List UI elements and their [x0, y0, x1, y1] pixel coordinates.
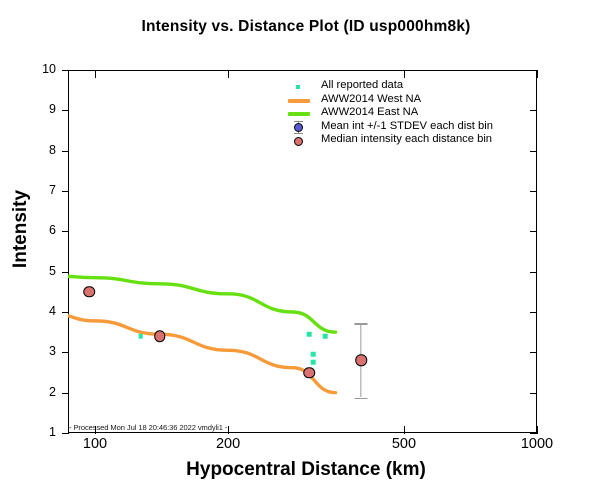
- x-tick-label: 500: [391, 436, 417, 452]
- x-tick-top: [403, 70, 405, 78]
- circle-marker-icon: [294, 136, 303, 146]
- legend-item-2: AWW2014 East NA: [283, 106, 533, 121]
- median-intensity-point: [83, 286, 95, 298]
- error-bar-cap-upper-icon: [294, 120, 303, 122]
- all-reported-data-point: [306, 331, 312, 337]
- x-tick-top: [537, 70, 538, 78]
- median-intensity-point: [303, 366, 315, 379]
- plot-data-area: [68, 70, 537, 433]
- error-bar-cap-upper: [354, 323, 368, 325]
- y-tick-label: 7: [49, 183, 56, 197]
- y-tick-right: [530, 271, 537, 273]
- processing-stamp: - Processed Mon Jul 18 20:46:36 2022 vmd…: [69, 423, 228, 432]
- line-swatch-icon: [288, 112, 310, 117]
- x-tick-top: [95, 70, 96, 78]
- y-tick-label: 3: [49, 344, 56, 359]
- y-tick: [62, 191, 69, 192]
- y-tick: [62, 352, 69, 354]
- legend-marker-circle-icon: [283, 134, 317, 148]
- y-tick-right: [530, 70, 537, 71]
- x-tick: [95, 426, 96, 434]
- y-tick-right: [530, 150, 537, 152]
- legend-item-4: Median intensity each distance bin: [283, 133, 533, 148]
- y-tick: [62, 392, 69, 394]
- y-tick-right: [530, 433, 537, 434]
- legend-label: AWW2014 East NA: [321, 106, 419, 119]
- square-dot-icon: [296, 84, 300, 89]
- all-reported-data-point: [311, 360, 316, 365]
- y-tick: [62, 150, 69, 152]
- legend-item-0: All reported data: [283, 79, 533, 94]
- y-tick-label: 10: [42, 62, 56, 76]
- y-tick: [62, 271, 69, 273]
- curve-aww2014-east-na: [68, 274, 338, 334]
- line-swatch-icon: [288, 98, 310, 103]
- y-tick: [62, 312, 69, 313]
- legend-marker-square-dot-icon: [283, 80, 317, 94]
- y-tick-label: 5: [49, 263, 56, 278]
- y-tick-label: 1: [49, 425, 56, 439]
- all-reported-data-point: [323, 333, 328, 339]
- y-tick-right: [530, 110, 537, 112]
- page-title: Intensity vs. Distance Plot (ID usp000hm…: [141, 18, 471, 35]
- legend-label: Median intensity each distance bin: [321, 133, 493, 146]
- y-tick: [62, 70, 69, 71]
- x-tick: [537, 426, 538, 434]
- y-tick-right: [530, 392, 537, 394]
- error-bar-cap-lower-icon: [294, 133, 303, 135]
- legend: All reported data AWW2014 West NA AWW2014 …: [283, 79, 533, 148]
- x-tick: [403, 426, 405, 434]
- legend-marker-line-icon: [283, 94, 317, 108]
- x-tick-label: 200: [215, 436, 241, 452]
- model-curves: [68, 274, 338, 395]
- all-reported-data-point: [311, 352, 316, 357]
- y-tick-right: [530, 312, 537, 313]
- legend-item-3: Mean int +/-1 STDEV each dist bin: [283, 119, 533, 135]
- legend-label: All reported data: [321, 79, 404, 91]
- y-tick: [62, 110, 69, 112]
- x-tick: [228, 426, 230, 434]
- y-tick: [62, 231, 69, 233]
- legend-item-1: AWW2014 West NA: [283, 92, 533, 108]
- error-bar-cap-lower: [354, 397, 368, 400]
- curve-aww2014-west-na: [68, 314, 338, 395]
- x-tick-top: [228, 70, 230, 78]
- y-tick-label: 9: [49, 102, 56, 117]
- y-tick-label: 6: [49, 223, 56, 238]
- legend-label: Mean int +/-1 STDEV each dist bin: [321, 119, 493, 132]
- mean-intensity-point: [355, 354, 367, 367]
- median-intensity-point: [153, 330, 166, 342]
- x-axis-title: Hypocentral Distance (km): [186, 459, 426, 480]
- x-tick-label: 100: [82, 436, 108, 452]
- y-tick: [62, 433, 69, 434]
- y-tick-right: [530, 231, 537, 233]
- y-tick-label: 2: [49, 384, 56, 399]
- y-tick-label: 4: [49, 304, 56, 318]
- legend-marker-circle-errorbar-icon: [283, 120, 317, 135]
- y-tick-right: [530, 191, 537, 192]
- legend-label: AWW2014 West NA: [321, 92, 422, 105]
- y-tick-label: 8: [49, 142, 56, 157]
- x-tick-label: 1000: [520, 436, 554, 452]
- legend-marker-line-icon: [283, 107, 317, 121]
- circle-marker-icon: [294, 122, 303, 132]
- y-tick-right: [530, 352, 537, 354]
- plot-frame: [68, 70, 537, 433]
- all-reported-data-point: [138, 333, 144, 339]
